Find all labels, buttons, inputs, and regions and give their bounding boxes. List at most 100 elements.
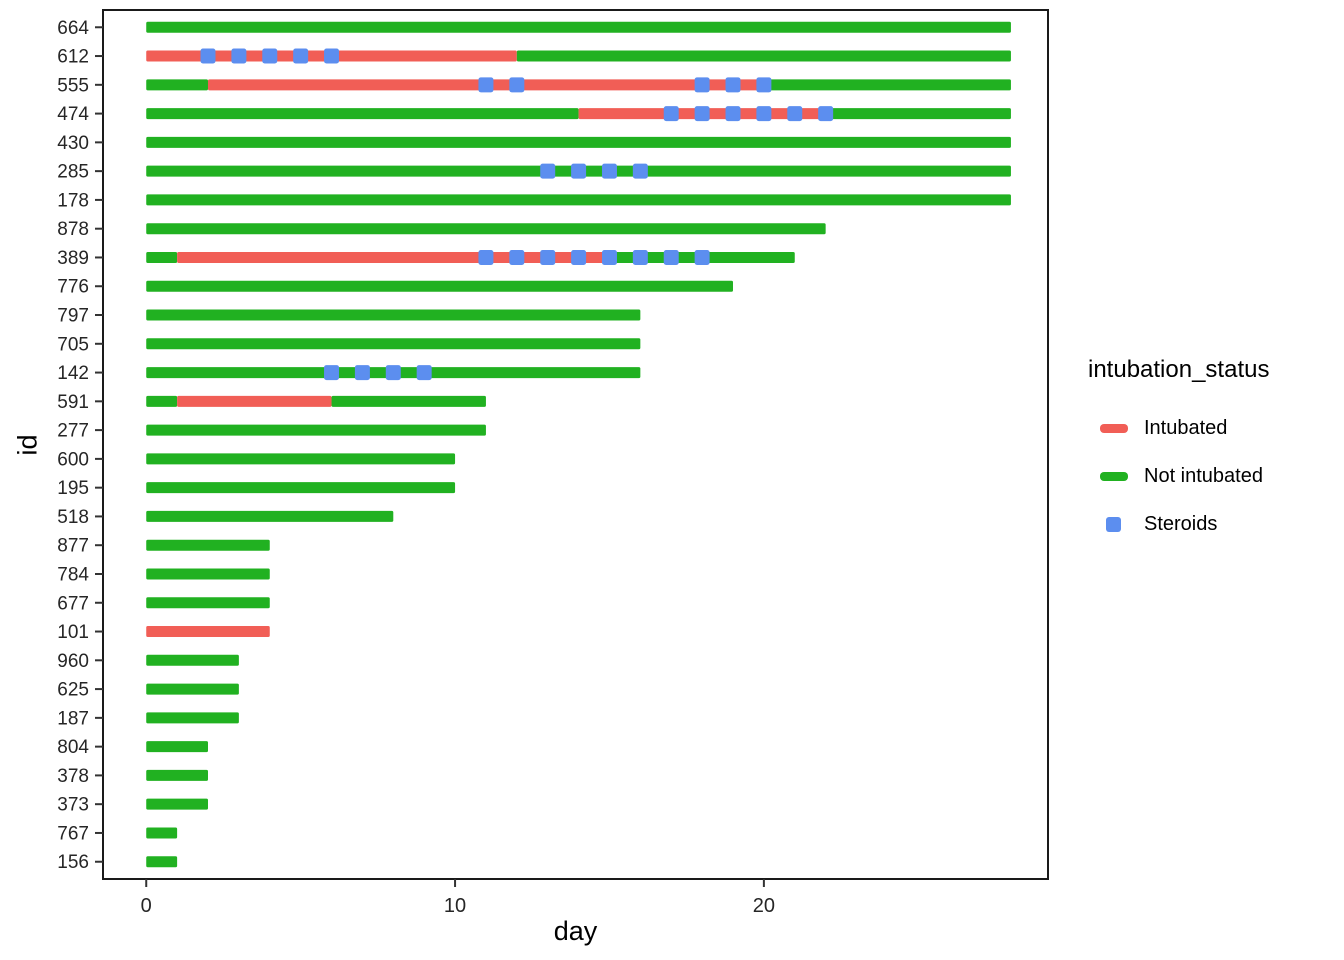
- legend-item-intubated: Intubated: [1088, 404, 1269, 452]
- bar-segment-intubated: [177, 395, 332, 407]
- steroid-marker: [663, 249, 679, 265]
- x-tick-label: 10: [444, 895, 466, 917]
- y-tick-label: 277: [57, 421, 89, 442]
- bar-segment-not-intubated: [146, 539, 270, 551]
- legend-item-label: Intubated: [1144, 416, 1228, 439]
- steroid-marker: [509, 249, 525, 265]
- y-tick-label: 767: [57, 823, 89, 844]
- bar-segment-not-intubated: [146, 194, 1011, 206]
- steroid-marker: [571, 249, 587, 265]
- y-tick-label: 804: [57, 737, 89, 758]
- x-tick-label: 20: [753, 895, 775, 917]
- y-tick-label: 178: [57, 190, 89, 211]
- bar-segment-not-intubated: [516, 50, 1011, 62]
- y-axis-title: id: [12, 434, 43, 456]
- y-tick-label: 430: [57, 133, 89, 154]
- bar-segment-not-intubated: [146, 827, 178, 839]
- y-tick-label: 797: [57, 306, 89, 327]
- bar-segment-not-intubated: [146, 309, 641, 321]
- legend-title: intubation_status: [1088, 356, 1270, 383]
- bar-segment-not-intubated: [146, 712, 239, 724]
- legend-key-bar-icon: [1100, 471, 1128, 481]
- steroid-marker: [540, 163, 556, 179]
- steroid-marker: [725, 77, 741, 93]
- y-tick-label: 142: [57, 363, 89, 384]
- steroid-marker: [663, 106, 679, 122]
- steroid-marker: [293, 48, 309, 64]
- steroid-marker: [725, 106, 741, 122]
- steroid-marker: [324, 365, 340, 381]
- bar-segment-not-intubated: [146, 79, 208, 91]
- steroid-marker: [262, 48, 278, 64]
- bar-segment-not-intubated: [146, 338, 641, 350]
- steroid-marker: [694, 249, 710, 265]
- bar-segment-not-intubated: [146, 769, 208, 781]
- steroid-marker: [694, 106, 710, 122]
- steroid-marker: [756, 106, 772, 122]
- bar-segment-not-intubated: [146, 654, 239, 666]
- y-tick-label: 285: [57, 162, 89, 183]
- y-tick-label: 101: [57, 622, 89, 643]
- bar-segment-not-intubated: [146, 108, 579, 120]
- bar-segment-intubated: [146, 626, 270, 638]
- bar-segment-not-intubated: [146, 395, 178, 407]
- bar-segment-not-intubated: [146, 280, 733, 292]
- y-tick-label: 784: [57, 564, 89, 585]
- steroid-marker: [787, 106, 803, 122]
- y-tick-label: 389: [57, 248, 89, 269]
- y-tick-label: 600: [57, 449, 89, 470]
- y-tick-label: 195: [57, 478, 89, 499]
- legend-item-steroids: Steroids: [1088, 500, 1269, 548]
- steroid-marker: [324, 48, 340, 64]
- y-tick-label: 612: [57, 47, 89, 68]
- bar-segment-intubated: [177, 251, 610, 263]
- bar-segment-not-intubated: [146, 683, 239, 695]
- y-tick-label: 625: [57, 680, 89, 701]
- bar-segment-not-intubated: [146, 510, 394, 522]
- y-tick-label: 518: [57, 507, 89, 528]
- x-axis-title: day: [553, 916, 598, 946]
- y-tick-label: 591: [57, 392, 89, 413]
- bar-segment-not-intubated: [331, 395, 486, 407]
- steroid-marker: [385, 365, 401, 381]
- bar-segment-not-intubated: [146, 21, 1011, 33]
- y-tick-label: 555: [57, 75, 89, 96]
- steroid-marker: [416, 365, 432, 381]
- bar-segment-not-intubated: [763, 79, 1011, 91]
- y-tick-label: 664: [57, 18, 89, 39]
- y-tick-label: 960: [57, 651, 89, 672]
- steroid-marker: [694, 77, 710, 93]
- steroid-marker: [601, 249, 617, 265]
- y-tick-label: 776: [57, 277, 89, 298]
- bar-segment-not-intubated: [146, 798, 208, 810]
- bar-segment-not-intubated: [146, 856, 178, 868]
- steroid-marker: [632, 249, 648, 265]
- steroid-marker: [632, 163, 648, 179]
- x-tick-label: 0: [141, 895, 152, 917]
- legend: intubation_status Intubated Not intubated…: [1088, 356, 1269, 548]
- bar-segment-not-intubated: [146, 597, 270, 609]
- bar-segment-not-intubated: [825, 108, 1011, 120]
- steroid-marker: [200, 48, 216, 64]
- y-tick-label: 878: [57, 219, 89, 240]
- bar-segment-not-intubated: [146, 136, 1011, 148]
- y-tick-label: 474: [57, 104, 89, 125]
- bar-segment-not-intubated: [146, 453, 456, 465]
- steroid-marker: [354, 365, 370, 381]
- steroid-marker: [478, 77, 494, 93]
- legend-item-label: Not intubated: [1144, 464, 1263, 487]
- y-tick-label: 705: [57, 334, 89, 355]
- y-tick-label: 187: [57, 708, 89, 729]
- legend-key-square-icon: [1106, 516, 1121, 532]
- steroid-marker: [818, 106, 834, 122]
- legend-item-not-intubated: Not intubated: [1088, 452, 1269, 500]
- steroid-marker: [509, 77, 525, 93]
- y-tick-label: 877: [57, 536, 89, 557]
- bar-segment-not-intubated: [146, 223, 826, 235]
- plot-panel: [102, 9, 1049, 880]
- bar-segment-not-intubated: [146, 568, 270, 580]
- steroid-marker: [601, 163, 617, 179]
- y-tick-label: 156: [57, 852, 89, 873]
